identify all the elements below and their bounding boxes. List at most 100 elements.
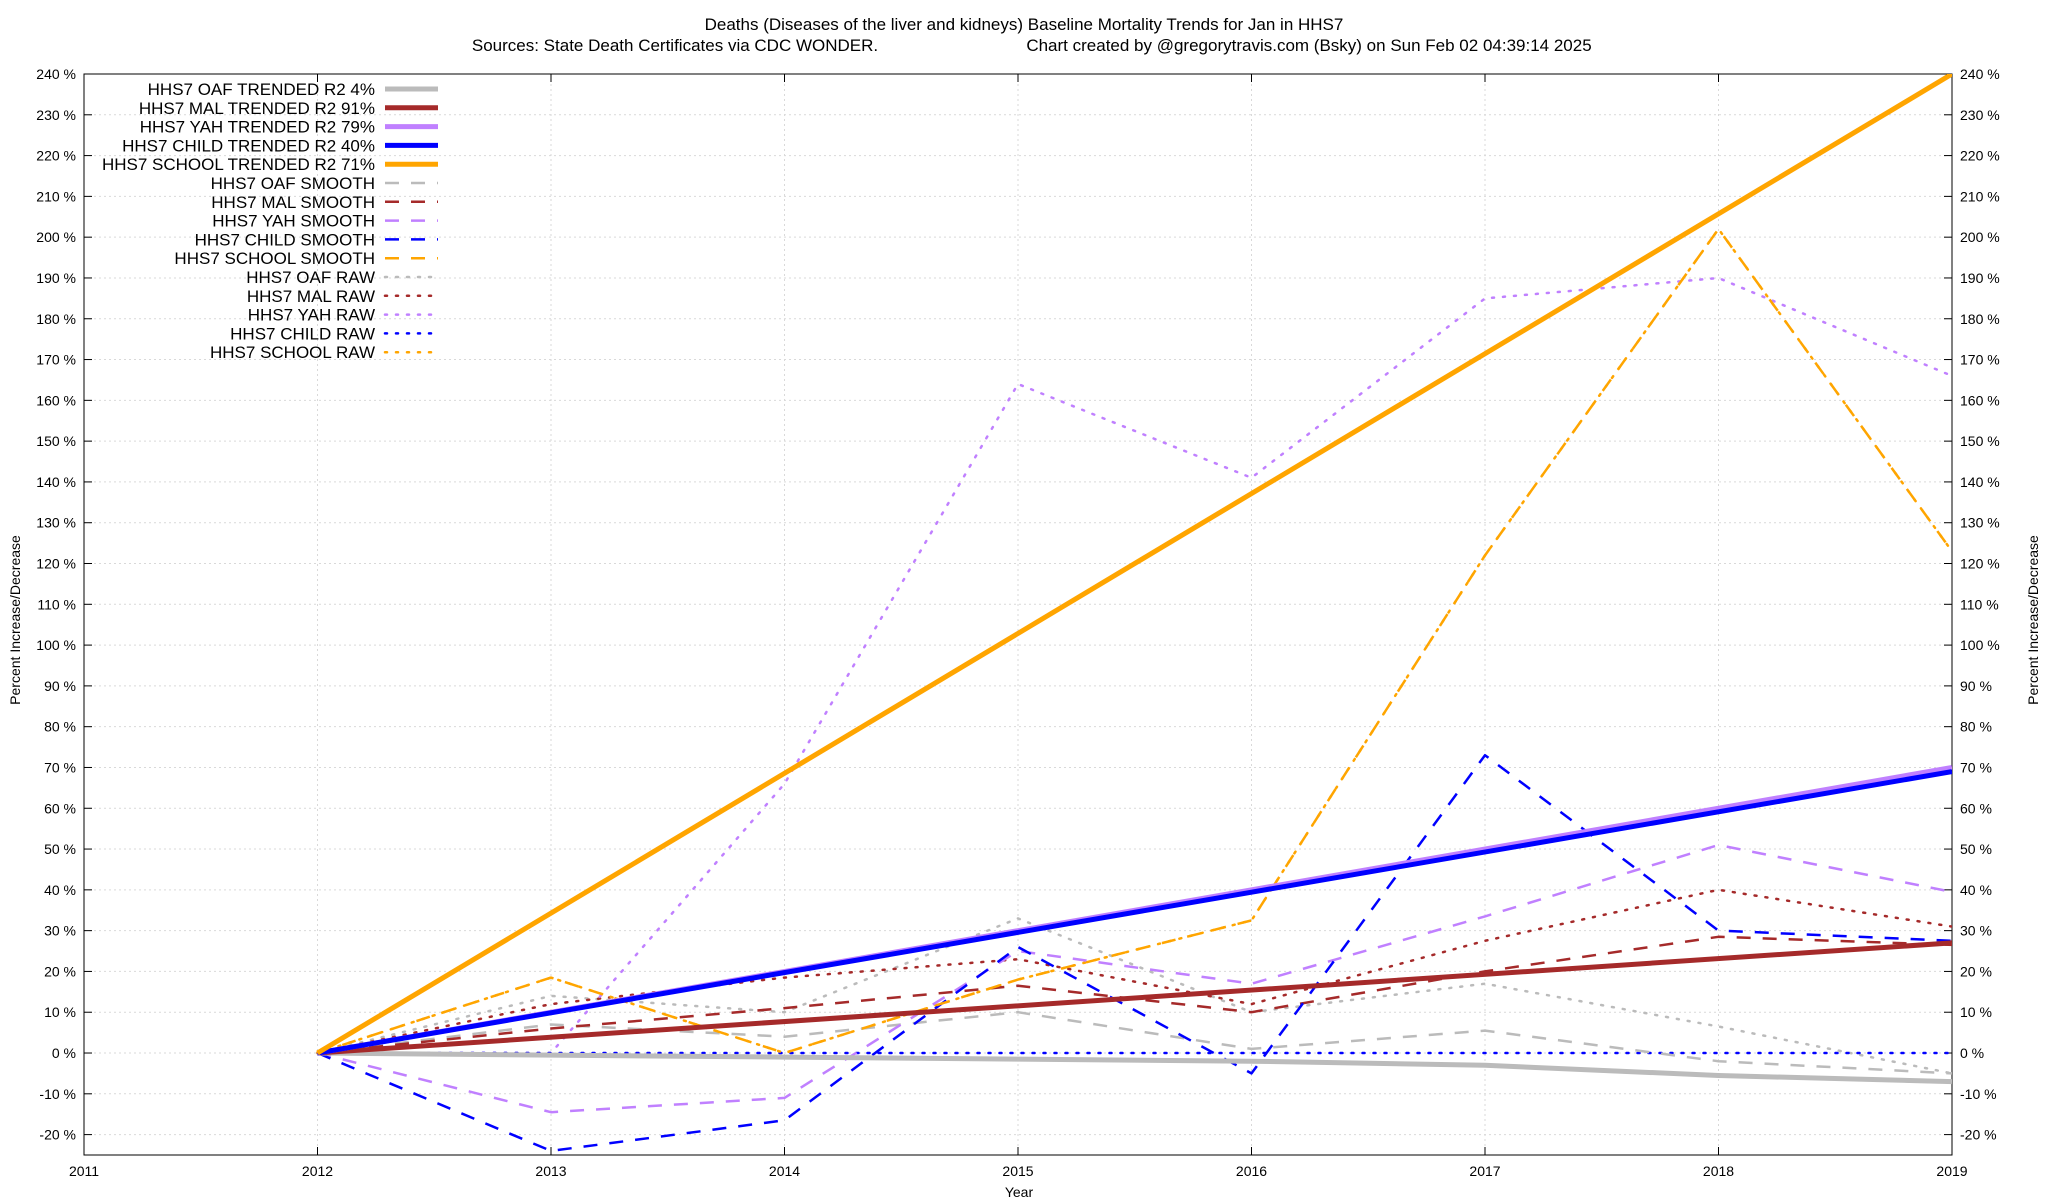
x-tick-label: 2018 xyxy=(1703,1163,1734,1179)
y-tick-label-left: 20 % xyxy=(44,963,76,979)
y-tick-label-left: 60 % xyxy=(44,800,76,816)
chart-source: Sources: State Death Certificates via CD… xyxy=(472,36,878,55)
series-line-hhs7-oaf-trended-r2-4 xyxy=(317,1050,1952,1085)
y-tick-label-left: 50 % xyxy=(44,841,76,857)
series-line-hhs7-child-trended-r2-40 xyxy=(317,769,1952,1056)
x-tick-label: 2011 xyxy=(69,1163,99,1179)
x-tick-label: 2014 xyxy=(769,1163,800,1179)
y-tick-label-left: 150 % xyxy=(36,433,76,449)
y-tick-label-left: 100 % xyxy=(36,637,76,653)
legend-label: HHS7 MAL RAW xyxy=(247,287,375,306)
x-axis-label: Year xyxy=(1005,1184,1034,1200)
y-tick-label-right: 240 % xyxy=(1960,66,2000,82)
y-tick-label-left: 120 % xyxy=(36,556,76,572)
x-tick-label: 2017 xyxy=(1469,1163,1500,1179)
y-tick-label-right: 160 % xyxy=(1960,392,2000,408)
series-line-hhs7-yah-smooth xyxy=(317,843,1952,1114)
legend-label: HHS7 YAH SMOOTH xyxy=(212,212,375,231)
y-tick-label-left: 190 % xyxy=(36,270,76,286)
y-tick-label-right: 70 % xyxy=(1960,759,1992,775)
legend-label: HHS7 CHILD SMOOTH xyxy=(195,230,375,249)
y-tick-label-left: 170 % xyxy=(36,352,76,368)
series-line-hhs7-child-smooth xyxy=(317,753,1952,1153)
series-line-hhs7-oaf-smooth xyxy=(317,1010,1952,1075)
series-line-hhs7-mal-raw xyxy=(316,888,1952,1055)
y-tick-label-left: 240 % xyxy=(36,66,76,82)
y-tick-label-right: 40 % xyxy=(1960,882,1992,898)
series-line-hhs7-school-smooth xyxy=(317,227,1952,1055)
y-tick-label-right: 120 % xyxy=(1960,556,2000,572)
y-axis-label-right: Percent Increase/Decrease xyxy=(2025,535,2041,705)
series-line-hhs7-oaf-raw xyxy=(316,917,1952,1075)
y-tick-label-right: 190 % xyxy=(1960,270,2000,286)
y-tick-label-left: 40 % xyxy=(44,882,76,898)
x-tick-label: 2012 xyxy=(302,1163,333,1179)
x-tick-label: 2013 xyxy=(535,1163,566,1179)
y-tick-label-left: 200 % xyxy=(36,229,76,245)
y-tick-label-left: 160 % xyxy=(36,392,76,408)
y-tick-label-right: 220 % xyxy=(1960,148,2000,164)
axes: -20 % -20 % -10 % -10 % 0 % 0 % 10 % 10 % 20 % 20… xyxy=(36,66,1999,1179)
y-tick-label-right: 90 % xyxy=(1960,678,1992,694)
y-axis-label-left: Percent Increase/Decrease xyxy=(7,535,23,705)
legend-label: HHS7 SCHOOL TRENDED R2 71% xyxy=(102,155,375,174)
y-tick-label-right: 50 % xyxy=(1960,841,1992,857)
legend-label: HHS7 MAL SMOOTH xyxy=(211,193,375,212)
legend-label: HHS7 OAF TRENDED R2 4% xyxy=(148,80,375,99)
y-tick-label-left: -10 % xyxy=(39,1086,76,1102)
series-line-hhs7-school-trended-r2-71 xyxy=(316,74,1952,1056)
y-tick-label-right: 140 % xyxy=(1960,474,2000,490)
y-tick-label-right: -10 % xyxy=(1960,1086,1997,1102)
legend-label: HHS7 CHILD RAW xyxy=(230,324,375,343)
y-tick-label-right: 180 % xyxy=(1960,311,2000,327)
x-tick-label: 2016 xyxy=(1236,1163,1267,1179)
series-line-hhs7-school-raw xyxy=(316,227,1952,1055)
legend: HHS7 OAF TRENDED R2 4%HHS7 MAL TRENDED R… xyxy=(102,80,440,362)
y-tick-label-right: 170 % xyxy=(1960,352,2000,368)
y-tick-label-right: 110 % xyxy=(1960,596,1999,612)
y-tick-label-right: 10 % xyxy=(1960,1004,1992,1020)
y-tick-label-right: 210 % xyxy=(1960,188,2000,204)
y-tick-label-left: 180 % xyxy=(36,311,76,327)
legend-label: HHS7 CHILD TRENDED R2 40% xyxy=(122,136,375,155)
chart-credit: Chart created by @gregorytravis.com (Bsk… xyxy=(1026,36,1591,55)
y-tick-label-left: 30 % xyxy=(44,923,76,939)
y-tick-label-left: 220 % xyxy=(36,148,76,164)
y-tick-label-right: 130 % xyxy=(1960,515,2000,531)
y-tick-label-right: 30 % xyxy=(1960,923,1992,939)
x-tick-label: 2019 xyxy=(1936,1163,1967,1179)
y-tick-label-left: 80 % xyxy=(44,719,76,735)
legend-label: HHS7 OAF SMOOTH xyxy=(211,174,375,193)
legend-label: HHS7 SCHOOL SMOOTH xyxy=(174,249,375,268)
chart-title: Deaths (Diseases of the liver and kidney… xyxy=(705,15,1344,34)
y-tick-label-left: 110 % xyxy=(37,596,76,612)
legend-label: HHS7 OAF RAW xyxy=(246,268,375,287)
series-line-hhs7-mal-trended-r2-91 xyxy=(317,940,1952,1056)
y-tick-label-right: 0 % xyxy=(1960,1045,1984,1061)
y-tick-label-left: 10 % xyxy=(44,1004,76,1020)
y-tick-label-right: 60 % xyxy=(1960,800,1992,816)
y-tick-label-right: 100 % xyxy=(1960,637,2000,653)
y-tick-label-right: 200 % xyxy=(1960,229,2000,245)
y-tick-label-left: 230 % xyxy=(36,107,76,123)
y-tick-label-right: 20 % xyxy=(1960,963,1992,979)
y-tick-label-right: 230 % xyxy=(1960,107,2000,123)
y-tick-label-left: 0 % xyxy=(52,1045,76,1061)
series-layer xyxy=(316,74,1952,1153)
legend-label: HHS7 SCHOOL RAW xyxy=(210,343,375,362)
y-tick-label-right: -20 % xyxy=(1960,1127,1997,1143)
legend-label: HHS7 YAH RAW xyxy=(248,306,375,325)
y-tick-label-left: 210 % xyxy=(36,188,76,204)
y-tick-label-left: -20 % xyxy=(39,1127,76,1143)
y-tick-label-left: 140 % xyxy=(36,474,76,490)
y-tick-label-left: 90 % xyxy=(44,678,76,694)
legend-label: HHS7 MAL TRENDED R2 91% xyxy=(139,99,375,118)
x-tick-label: 2015 xyxy=(1002,1163,1033,1179)
y-tick-label-left: 70 % xyxy=(44,759,76,775)
legend-label: HHS7 YAH TRENDED R2 79% xyxy=(140,118,375,137)
y-tick-label-right: 80 % xyxy=(1960,719,1992,735)
series-line-hhs7-mal-smooth xyxy=(317,935,1952,1055)
series-line-hhs7-yah-raw xyxy=(316,276,1952,1055)
y-tick-label-left: 130 % xyxy=(36,515,76,531)
